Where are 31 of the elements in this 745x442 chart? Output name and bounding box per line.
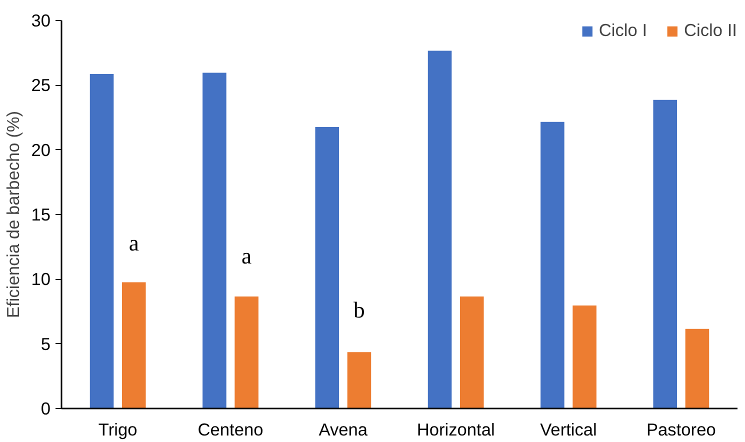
x-tick-label: Trigo [98,420,138,440]
y-tick-label: 30 [31,10,51,30]
y-tick-label: 15 [31,204,51,224]
x-tick-label: Avena [318,420,368,440]
bar [88,73,115,408]
legend-label: Ciclo II [684,20,737,41]
bar [540,120,566,408]
y-tick-label: 25 [31,75,51,96]
bar [346,351,372,408]
y-tick-label: 5 [40,334,51,354]
bar [314,126,340,408]
y-tick-label: 0 [40,398,51,418]
x-tick-label: Vertical [540,420,597,440]
x-tick-label: Centeno [198,420,264,440]
y-axis-title: Eficiencia de barbecho (%) [3,110,24,318]
y-tick-label: 20 [31,140,51,160]
bar [426,50,453,408]
bar [120,281,147,408]
annotation: a [242,243,252,268]
annotation: a [128,230,139,256]
bar [202,72,228,408]
bar [684,328,710,408]
bar [652,98,678,408]
annotation: b [354,298,365,323]
x-tick-label: Horizontal [416,420,495,440]
x-tick-label: Pastoreo [646,420,716,440]
bar [458,295,485,408]
bar [234,295,260,408]
legend-label: Ciclo I [598,20,648,41]
bar [572,304,598,408]
y-tick-label: 10 [31,269,51,290]
